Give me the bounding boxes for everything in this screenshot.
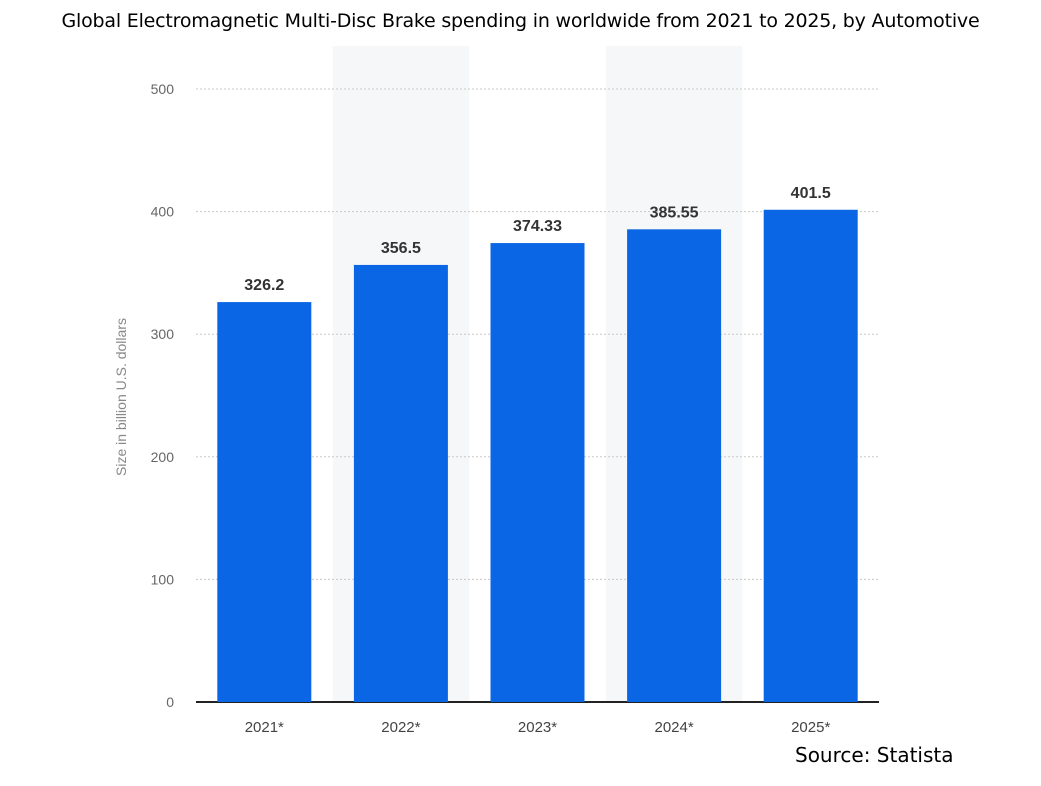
y-tick-label: 0 (166, 694, 174, 710)
y-tick-label: 500 (151, 81, 175, 97)
x-tick-label: 2022* (381, 719, 420, 736)
y-axis-label: Size in billion U.S. dollars (113, 318, 129, 476)
source-note: Source: Statista (795, 743, 954, 767)
x-tick-label: 2023* (518, 719, 557, 736)
y-tick-label: 100 (151, 571, 175, 587)
bar[interactable] (217, 302, 312, 702)
bar[interactable] (627, 229, 722, 702)
x-tick-label: 2025* (791, 719, 830, 736)
bar[interactable] (763, 209, 858, 703)
y-tick-label: 300 (151, 326, 175, 342)
bar[interactable] (490, 243, 585, 703)
data-label: 401.5 (791, 185, 831, 202)
x-tick-label: 2021* (245, 719, 284, 736)
y-tick-label: 200 (151, 449, 175, 465)
data-label: 374.33 (513, 218, 562, 235)
data-label: 385.55 (650, 204, 699, 221)
x-tick-label: 2024* (654, 719, 693, 736)
data-label: 326.2 (244, 277, 284, 294)
chart-title: Global Electromagnetic Multi-Disc Brake … (61, 10, 980, 32)
bar[interactable] (353, 264, 448, 702)
y-tick-label: 400 (151, 204, 175, 220)
data-label: 356.5 (381, 240, 421, 257)
